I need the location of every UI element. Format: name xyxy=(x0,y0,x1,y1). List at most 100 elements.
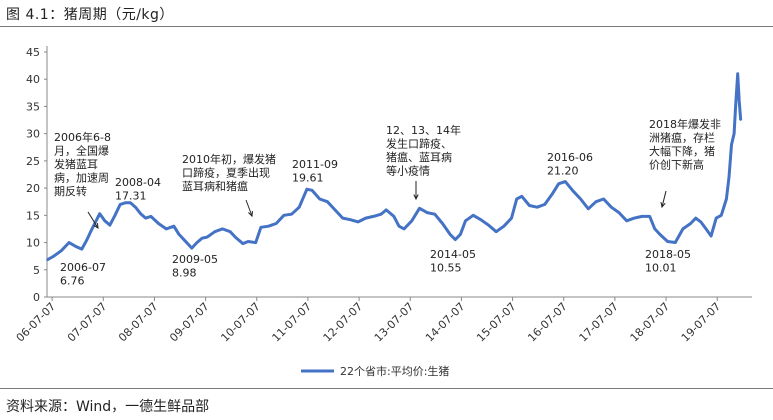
data-point xyxy=(720,214,723,217)
x-tick-label: 16-07-07 xyxy=(525,300,570,345)
data-point xyxy=(464,220,467,222)
data-point xyxy=(165,228,167,230)
annotation-text: 病，加速周 xyxy=(54,171,109,185)
data-point xyxy=(618,211,620,214)
data-point xyxy=(201,237,203,239)
legend-label: 22个省市:平均价:生猪 xyxy=(340,364,449,378)
data-point xyxy=(487,224,490,226)
x-tick-label: 08-07-07 xyxy=(116,300,161,345)
arrow-head xyxy=(248,210,253,218)
annotation-text: 2014-05 xyxy=(430,248,476,261)
annotation-text: 价创下新高 xyxy=(649,158,704,172)
y-tick-label: 45 xyxy=(26,46,40,59)
data-point xyxy=(114,214,116,217)
data-point xyxy=(536,206,538,208)
data-point xyxy=(173,225,175,227)
data-point xyxy=(521,195,523,198)
annotation-text: 17.31 xyxy=(115,190,147,203)
data-point xyxy=(503,225,505,227)
data-point xyxy=(290,213,293,215)
data-point xyxy=(311,189,313,192)
x-tick-label: 11-07-07 xyxy=(270,300,315,345)
data-point xyxy=(434,213,436,215)
x-tick-label: 10-07-07 xyxy=(218,300,263,345)
data-point xyxy=(398,225,400,227)
data-point xyxy=(260,226,262,229)
data-point xyxy=(349,218,352,221)
data-point xyxy=(357,221,359,223)
data-point xyxy=(689,222,692,225)
figure-title: 图 4.1：猪周期（元/kg） xyxy=(6,7,174,23)
data-point xyxy=(298,206,301,208)
annotation-text: 蓝耳病和猪瘟 xyxy=(182,179,248,193)
data-point xyxy=(728,176,730,178)
y-tick-label: 35 xyxy=(26,100,40,113)
data-point xyxy=(247,240,249,243)
data-point xyxy=(229,230,231,233)
x-tick-label: 07-07-07 xyxy=(65,300,110,345)
annotation-text: 10.55 xyxy=(430,262,462,275)
data-point xyxy=(109,224,111,226)
data-point xyxy=(454,238,457,241)
data-point xyxy=(86,239,88,241)
x-tick-label: 17-07-07 xyxy=(577,300,622,345)
data-point xyxy=(221,228,224,230)
data-point xyxy=(242,242,244,245)
data-point xyxy=(206,236,208,238)
data-point xyxy=(572,190,574,192)
y-tick-label: 25 xyxy=(26,155,40,168)
data-point xyxy=(544,203,546,206)
data-point xyxy=(364,217,367,219)
data-point xyxy=(267,225,270,227)
data-point xyxy=(674,241,677,244)
data-point xyxy=(91,228,93,230)
top-rule xyxy=(0,26,773,27)
x-tick-label: 12-07-07 xyxy=(321,300,366,345)
source-note: 资料来源：Wind，一德生鲜品部 xyxy=(6,399,210,415)
y-tick-label: 40 xyxy=(26,73,40,86)
y-tick-label: 10 xyxy=(26,237,40,250)
data-point xyxy=(254,241,257,244)
data-point xyxy=(694,217,697,219)
data-point xyxy=(734,105,737,108)
annotation-text: 大幅下降，猪 xyxy=(649,144,715,158)
data-point xyxy=(733,132,735,135)
data-point xyxy=(403,228,405,230)
annotation-text: 2018年爆发非 xyxy=(649,117,721,131)
data-point xyxy=(659,233,661,236)
data-point xyxy=(426,211,428,214)
annotation-text: 2008-04 xyxy=(115,176,161,189)
annotation-text: 2010年初，爆发猪 xyxy=(182,152,276,166)
data-point xyxy=(510,217,513,219)
data-point xyxy=(495,230,498,233)
data-point xyxy=(134,206,137,208)
annotation-text: 8.98 xyxy=(172,267,197,280)
annotation-text: 等小疫情 xyxy=(386,164,430,178)
data-point xyxy=(705,228,707,230)
annotation-text: 月，全国爆 xyxy=(54,144,109,158)
data-point xyxy=(528,204,531,207)
arrow-head xyxy=(93,222,99,229)
data-point xyxy=(449,233,451,236)
data-point xyxy=(700,221,702,223)
data-point xyxy=(46,259,48,261)
annotation-text: 发生口蹄疫、 xyxy=(386,137,452,151)
annotation-text: 2011-09 xyxy=(292,158,338,171)
annotation-text: 12、13、14年 xyxy=(386,123,461,137)
data-point xyxy=(610,206,613,208)
data-point xyxy=(150,215,152,218)
data-point xyxy=(129,202,132,204)
data-point xyxy=(725,198,728,200)
data-point xyxy=(275,222,278,225)
annotation-text: 2006年6-8 xyxy=(54,130,111,144)
data-point xyxy=(579,198,582,200)
data-point xyxy=(234,236,237,238)
data-point xyxy=(75,246,78,248)
data-point xyxy=(736,73,739,75)
data-point xyxy=(587,208,590,210)
data-point xyxy=(682,228,684,230)
x-tick-label: 14-07-07 xyxy=(423,300,468,345)
data-point xyxy=(595,200,597,203)
data-point xyxy=(68,241,70,244)
